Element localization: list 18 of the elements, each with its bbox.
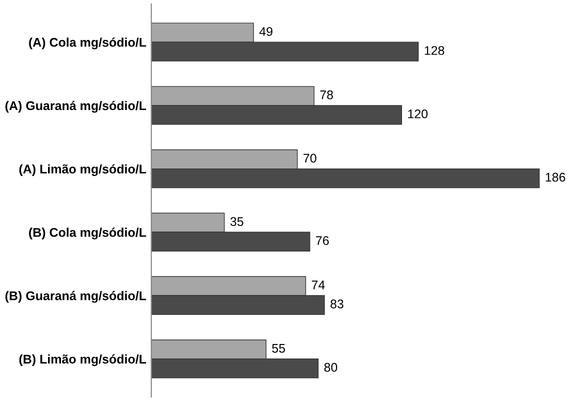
data-label: 74 [312, 280, 325, 290]
y-tick-label: (A) Cola mg/sódio/L [29, 37, 146, 50]
data-label: 70 [304, 154, 316, 163]
data-label: 35 [230, 217, 244, 226]
data-label: 128 [424, 46, 444, 55]
data-label: 78 [320, 90, 333, 100]
data-label: 55 [272, 344, 285, 353]
y-tick-label: (B) Limão mg/sódio/L [19, 354, 146, 366]
data-label: 76 [316, 236, 329, 246]
data-label: 83 [330, 300, 344, 308]
data-label: 186 [546, 172, 566, 182]
y-tick-label: (A) Guaraná mg/sódio/L [5, 100, 146, 113]
data-label: 49 [259, 27, 272, 36]
y-tick-label: (A) Limão mg/sódio/L [19, 164, 146, 176]
data-label: 120 [408, 109, 428, 118]
data-label: 80 [324, 362, 338, 372]
y-tick-label: (B) Cola mg/sódio/L [29, 228, 146, 240]
y-tick-label: (B) Guaraná mg/sódio/L [5, 290, 146, 303]
